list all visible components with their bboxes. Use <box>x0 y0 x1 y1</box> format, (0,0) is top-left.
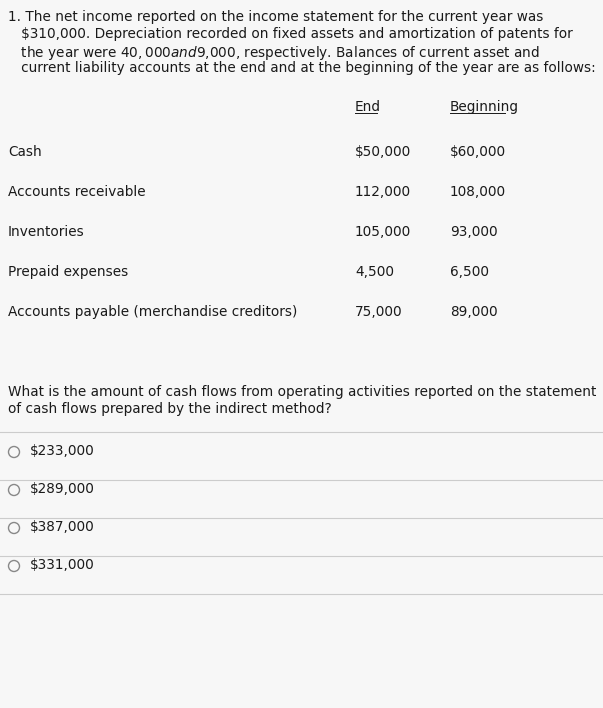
Text: $60,000: $60,000 <box>450 145 506 159</box>
Text: $387,000: $387,000 <box>30 520 95 534</box>
Text: Inventories: Inventories <box>8 225 85 239</box>
Text: $50,000: $50,000 <box>355 145 411 159</box>
Text: 112,000: 112,000 <box>355 185 411 199</box>
Text: 1. The net income reported on the income statement for the current year was: 1. The net income reported on the income… <box>8 10 543 24</box>
Text: current liability accounts at the end and at the beginning of the year are as fo: current liability accounts at the end an… <box>8 61 596 75</box>
Text: $233,000: $233,000 <box>30 444 95 458</box>
Text: 105,000: 105,000 <box>355 225 411 239</box>
Text: $310,000. Depreciation recorded on fixed assets and amortization of patents for: $310,000. Depreciation recorded on fixed… <box>8 27 573 41</box>
Text: Accounts payable (merchandise creditors): Accounts payable (merchandise creditors) <box>8 305 297 319</box>
Text: 89,000: 89,000 <box>450 305 497 319</box>
Text: Prepaid expenses: Prepaid expenses <box>8 265 128 279</box>
Text: Cash: Cash <box>8 145 42 159</box>
Text: $289,000: $289,000 <box>30 482 95 496</box>
Text: 4,500: 4,500 <box>355 265 394 279</box>
Text: Beginning: Beginning <box>450 100 519 114</box>
Text: 75,000: 75,000 <box>355 305 403 319</box>
Text: the year were $40,000 and $9,000, respectively. Balances of current asset and: the year were $40,000 and $9,000, respec… <box>8 44 540 62</box>
Text: What is the amount of cash flows from operating activities reported on the state: What is the amount of cash flows from op… <box>8 385 596 399</box>
Text: End: End <box>355 100 381 114</box>
Text: of cash flows prepared by the indirect method?: of cash flows prepared by the indirect m… <box>8 402 332 416</box>
Text: $331,000: $331,000 <box>30 558 95 572</box>
Text: 6,500: 6,500 <box>450 265 489 279</box>
Text: Accounts receivable: Accounts receivable <box>8 185 146 199</box>
Text: 108,000: 108,000 <box>450 185 506 199</box>
Text: 93,000: 93,000 <box>450 225 497 239</box>
